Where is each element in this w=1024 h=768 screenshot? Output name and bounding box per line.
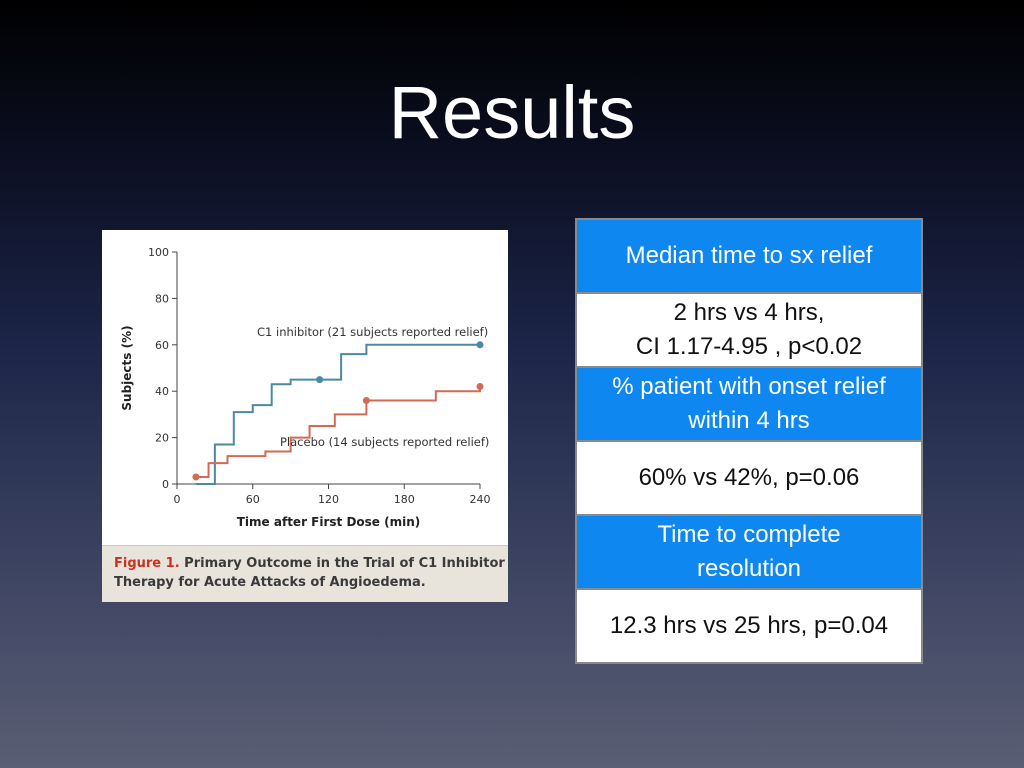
onset-relief-label-line-1: % patient with onset relief bbox=[612, 373, 886, 400]
x-tick-label: 180 bbox=[394, 493, 415, 506]
y-axis-label: Subjects (%) bbox=[120, 325, 134, 410]
y-tick-label: 0 bbox=[162, 478, 169, 491]
row-onset-relief-value: 60% vs 42%, p=0.06 bbox=[575, 440, 923, 516]
complete-resolution-label: Time to complete resolution bbox=[575, 514, 923, 590]
series-line-0 bbox=[195, 343, 480, 485]
x-tick-label: 120 bbox=[318, 493, 339, 506]
figure-caption-line-2: Therapy for Acute Attacks of Angioedema. bbox=[114, 575, 426, 590]
survival-chart: 0 20 40 60 80 100 0 60 120 180 240 Time after First… bbox=[120, 246, 491, 529]
slide-title: Results bbox=[388, 71, 636, 154]
onset-relief-label-line-2: within 4 hrs bbox=[688, 407, 810, 434]
x-tick-label: 0 bbox=[174, 493, 181, 506]
kaplan-meier-figure: 0 20 40 60 80 100 0 60 120 180 240 Time after First… bbox=[102, 230, 508, 602]
row-median-time-value: 2 hrs vs 4 hrs, CI 1.17-4.95 , p<0.02 bbox=[575, 292, 923, 368]
median-time-value: 2 hrs vs 4 hrs, CI 1.17-4.95 , p<0.02 bbox=[575, 292, 923, 368]
y-tick-label: 40 bbox=[155, 385, 169, 398]
complete-resolution-value: 12.3 hrs vs 25 hrs, p=0.04 bbox=[575, 588, 923, 664]
y-tick-label: 60 bbox=[155, 339, 169, 352]
series-annotation: Placebo (14 subjects reported relief) bbox=[280, 435, 489, 449]
median-time-value-line-1: 2 hrs vs 4 hrs, bbox=[673, 299, 825, 326]
series-marker bbox=[476, 341, 484, 349]
y-tick-label: 20 bbox=[155, 432, 169, 445]
figure-caption-label: Figure 1. bbox=[114, 556, 180, 571]
x-axis-label: Time after First Dose (min) bbox=[237, 515, 421, 529]
y-tick-label: 80 bbox=[155, 292, 169, 305]
series-marker bbox=[192, 473, 200, 481]
x-tick-label: 240 bbox=[470, 493, 491, 506]
complete-resolution-label-line-1: Time to complete bbox=[657, 521, 841, 548]
row-median-time-header: Median time to sx relief bbox=[575, 218, 923, 294]
row-complete-resolution-header: Time to complete resolution bbox=[575, 514, 923, 590]
series-marker bbox=[316, 376, 324, 384]
results-table: Median time to sx relief 2 hrs vs 4 hrs,… bbox=[575, 218, 923, 664]
series-marker bbox=[476, 383, 484, 391]
series-marker bbox=[362, 396, 370, 404]
onset-relief-label: % patient with onset relief within 4 hrs bbox=[575, 366, 923, 442]
figure-caption: Figure 1. Primary Outcome in the Trial o… bbox=[102, 545, 508, 602]
y-tick-label: 100 bbox=[148, 246, 169, 259]
figure-caption-line-1: Primary Outcome in the Trial of C1 Inhib… bbox=[184, 556, 505, 571]
median-time-label: Median time to sx relief bbox=[575, 218, 923, 294]
median-time-value-line-2: CI 1.17-4.95 , p<0.02 bbox=[635, 333, 863, 360]
complete-resolution-label-line-2: resolution bbox=[696, 555, 802, 582]
onset-relief-value: 60% vs 42%, p=0.06 bbox=[575, 440, 923, 516]
x-tick-label: 60 bbox=[246, 493, 260, 506]
row-onset-relief-header: % patient with onset relief within 4 hrs bbox=[575, 366, 923, 442]
series-annotation: C1 inhibitor (21 subjects reported relie… bbox=[257, 325, 488, 339]
series-line-1 bbox=[195, 386, 481, 479]
row-complete-resolution-value: 12.3 hrs vs 25 hrs, p=0.04 bbox=[575, 588, 923, 664]
